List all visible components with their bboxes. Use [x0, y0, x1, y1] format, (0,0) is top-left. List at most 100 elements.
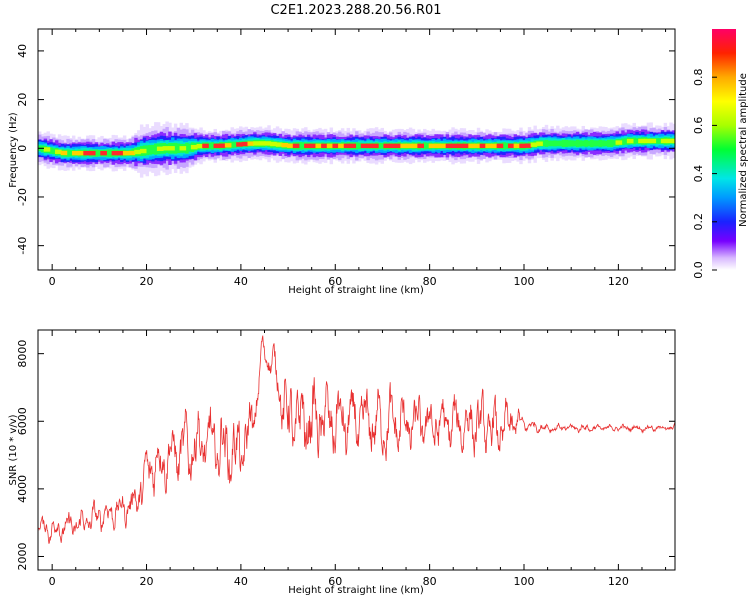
spectrogram-cell	[587, 140, 591, 147]
spectrogram-cell	[423, 142, 427, 150]
spectrogram-cell	[675, 137, 678, 145]
colorbar-tick-label: 0.0	[692, 261, 705, 279]
spectrogram-cell	[621, 138, 625, 146]
spectrogram-core	[343, 143, 351, 149]
spectrogram-cell	[675, 132, 678, 150]
spectrogram-core	[428, 143, 436, 149]
spectrogram-cell	[69, 150, 73, 157]
spectrogram-cell	[624, 138, 628, 145]
spectrogram-cell	[604, 140, 608, 147]
spectrogram-cell	[558, 140, 563, 147]
spectrogram-cell	[573, 140, 577, 147]
spectrogram-cell	[581, 140, 586, 147]
spectrogram-cell	[675, 132, 678, 150]
spectrogram-core	[411, 143, 419, 149]
spectrogram-cell	[632, 137, 636, 145]
y-tick-label: 2000	[16, 542, 29, 570]
spectrogram-core	[213, 143, 221, 149]
spectrogram-cell	[567, 140, 571, 147]
y-tick-label: 40	[16, 44, 29, 58]
spectrogram-cell	[173, 142, 178, 154]
spectrogram-core	[122, 150, 130, 156]
spectrogram-cell	[230, 141, 234, 149]
colorbar-label: Normalized spectral amplitude	[738, 73, 749, 227]
x-tick-label: 80	[423, 275, 437, 288]
y-tick-label: -20	[16, 188, 29, 206]
spectrogram-cell	[357, 142, 362, 149]
spectrogram-core	[264, 141, 272, 146]
spectrogram-core	[258, 141, 266, 146]
spectrogram-core	[615, 140, 623, 145]
spectrogram-core	[457, 143, 464, 149]
spectrogram-core	[83, 150, 90, 156]
spectrogram-core	[117, 150, 124, 156]
spectrogram-cell	[635, 138, 639, 144]
spectrogram-core	[241, 141, 249, 147]
spectrogram-cell	[607, 139, 611, 147]
spectrogram-cell	[185, 142, 189, 154]
x-tick-label: 60	[328, 275, 342, 288]
spectrogram-cell	[210, 142, 215, 150]
spectrogram-cell	[570, 140, 574, 147]
spectrogram-core	[666, 138, 674, 144]
spectrogram-core	[490, 143, 498, 149]
spectrogram-cell	[675, 138, 678, 145]
spectrogram-core	[202, 143, 209, 149]
spectrogram-core	[524, 143, 532, 148]
y-tick-label: 20	[16, 93, 29, 107]
spectrogram-core	[372, 143, 379, 149]
spectrogram-cell	[49, 147, 53, 154]
spectrogram-cell	[578, 140, 583, 147]
spectrogram-cell	[380, 143, 384, 149]
spectrogram-cell	[550, 140, 554, 147]
spectrogram-y-label: Frequency (Hz)	[8, 112, 19, 188]
colorbar-tick-label: 0.4	[692, 165, 705, 183]
spectrogram-core	[309, 143, 317, 149]
spectrogram-core	[360, 143, 368, 149]
spectrogram-core	[111, 150, 119, 156]
y-tick-label: 0	[16, 145, 29, 152]
x-tick-label: 20	[140, 575, 154, 588]
spectrogram-core	[134, 149, 141, 155]
spectrogram-core	[389, 143, 396, 149]
spectrogram-core	[60, 150, 68, 156]
y-tick-label: 4000	[16, 475, 29, 503]
spectrogram-cell	[658, 138, 662, 144]
snr-frame	[37, 329, 676, 571]
y-tick-label: 8000	[16, 340, 29, 368]
snr-series-line	[38, 335, 675, 544]
spectrogram-core	[507, 143, 515, 149]
colorbar-gradient	[712, 29, 736, 270]
spectrogram-cell	[575, 139, 580, 148]
spectrogram-core	[394, 143, 402, 149]
spectrogram-core	[519, 143, 526, 149]
spectrogram-core	[643, 138, 651, 144]
y-tick-label: 6000	[16, 407, 29, 435]
colorbar-tick-label: 0.6	[692, 117, 705, 134]
spectrogram-core	[434, 143, 441, 149]
spectrogram-core	[292, 143, 300, 149]
x-tick-label: 0	[49, 575, 56, 588]
spectrogram-core	[253, 141, 260, 146]
spectrogram-core	[315, 143, 323, 149]
spectrogram-cell	[108, 149, 113, 157]
spectrogram-core	[462, 143, 470, 149]
spectrogram-cell	[97, 150, 101, 157]
spectrogram-cell	[675, 127, 678, 155]
spectrogram-cell	[148, 145, 152, 155]
spectrogram-core	[479, 143, 487, 149]
spectrogram-core	[128, 150, 136, 156]
spectrogram-panel: 0 20 40 60 80 100 120 40 20 0 -20 -40 Height of st…	[8, 28, 678, 296]
spectrogram-core	[451, 143, 458, 149]
spectrogram-core	[530, 142, 538, 147]
x-tick-label: 60	[328, 575, 342, 588]
spectrogram-core	[366, 143, 374, 149]
spectrogram-core	[473, 143, 481, 149]
spectrogram-core	[536, 141, 543, 146]
spectrogram-core	[332, 143, 340, 149]
spectrogram-cell	[298, 142, 302, 150]
spectrogram-core	[100, 150, 107, 156]
spectrogram-core	[626, 138, 634, 144]
colorbar: 0.0 0.2 0.4 0.6 0.8 Normalized spectral ampl…	[692, 29, 749, 279]
spectrogram-cell	[502, 142, 506, 150]
